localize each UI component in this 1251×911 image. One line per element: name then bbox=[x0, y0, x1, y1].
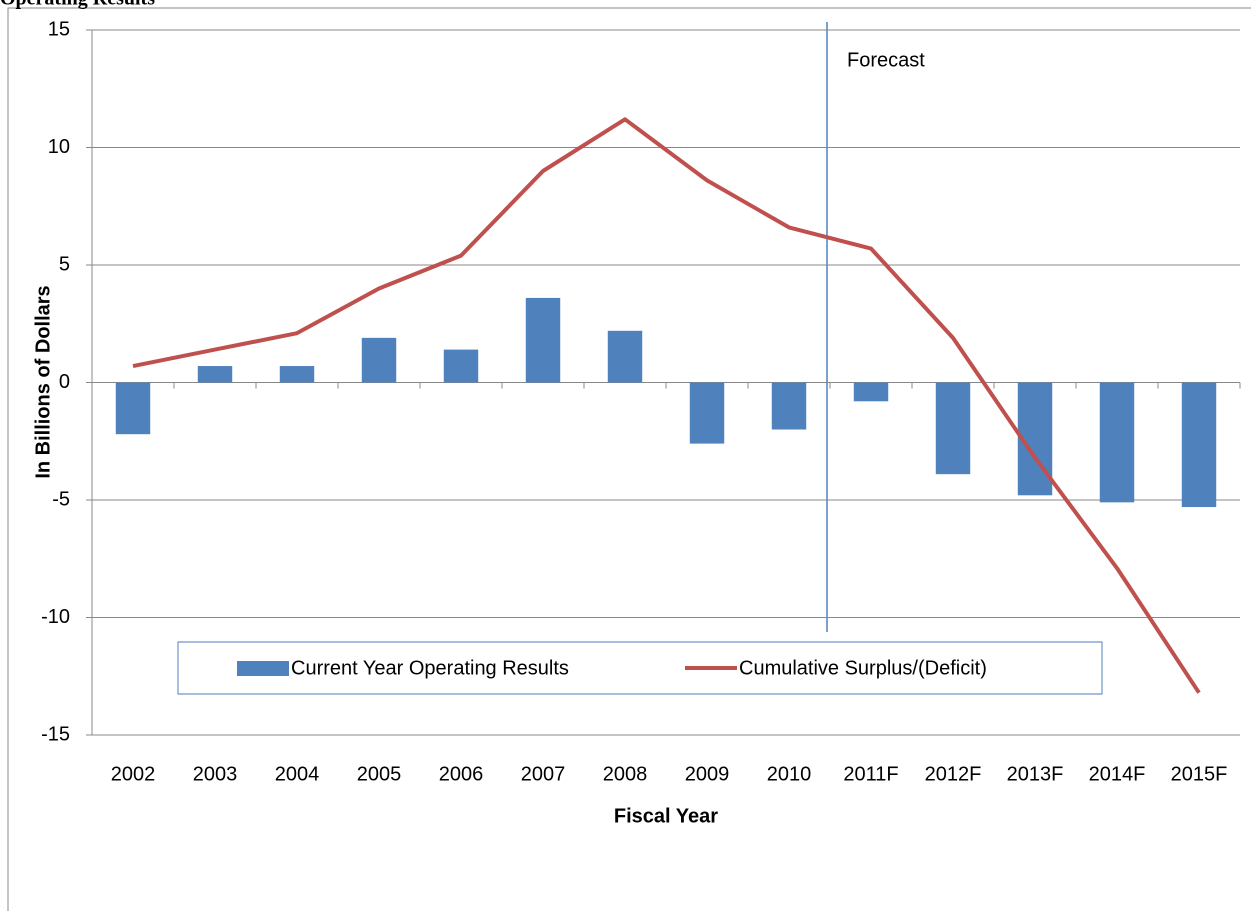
x-tick-label: 2013F bbox=[1007, 763, 1064, 785]
x-tick-label: 2015F bbox=[1171, 763, 1228, 785]
x-tick-label: 2007 bbox=[521, 763, 566, 785]
bar bbox=[689, 382, 725, 444]
bar bbox=[771, 382, 807, 430]
y-tick-label: 15 bbox=[48, 18, 70, 40]
x-tick-label: 2003 bbox=[193, 763, 238, 785]
frame bbox=[7, 7, 1251, 911]
x-tick-label: 2012F bbox=[925, 763, 982, 785]
bar bbox=[361, 337, 397, 383]
bar bbox=[1181, 382, 1217, 508]
bar bbox=[525, 297, 561, 383]
bar bbox=[115, 382, 151, 435]
x-tick-label: 2005 bbox=[357, 763, 402, 785]
y-tick-label: 5 bbox=[59, 253, 70, 275]
line bbox=[132, 117, 1201, 694]
bar bbox=[607, 330, 643, 383]
x-tick-label: 2004 bbox=[275, 763, 320, 785]
bar bbox=[1099, 382, 1135, 503]
x-tick-label: 2008 bbox=[603, 763, 648, 785]
x-tick-label: 2002 bbox=[111, 763, 156, 785]
bar bbox=[443, 349, 479, 383]
bar bbox=[279, 366, 315, 383]
x-tick-label: 2006 bbox=[439, 763, 484, 785]
bar bbox=[853, 382, 889, 402]
chart-title: Operating Results bbox=[0, 0, 155, 10]
y-tick-label: -5 bbox=[52, 488, 70, 510]
y-tick-label: 0 bbox=[59, 371, 70, 393]
legend-label: Current Year Operating Results bbox=[291, 657, 569, 679]
legend-box bbox=[177, 641, 1103, 695]
y-axis-label: In Billions of Dollars bbox=[32, 285, 54, 478]
x-tick-label: 2010 bbox=[767, 763, 812, 785]
bar bbox=[935, 382, 971, 475]
legend-label: Cumulative Surplus/(Deficit) bbox=[739, 657, 987, 679]
legend-swatch bbox=[237, 661, 289, 676]
y-tick-label: -15 bbox=[41, 723, 70, 745]
x-tick-label: 2011F bbox=[843, 763, 898, 785]
x-tick-label: 2014F bbox=[1089, 763, 1146, 785]
bar bbox=[197, 366, 233, 383]
x-tick-label: 2009 bbox=[685, 763, 730, 785]
x-axis-label: Fiscal Year bbox=[614, 805, 718, 827]
y-tick-label: 10 bbox=[48, 136, 70, 158]
annotation: Forecast bbox=[847, 49, 925, 71]
y-tick-label: -10 bbox=[41, 606, 70, 628]
